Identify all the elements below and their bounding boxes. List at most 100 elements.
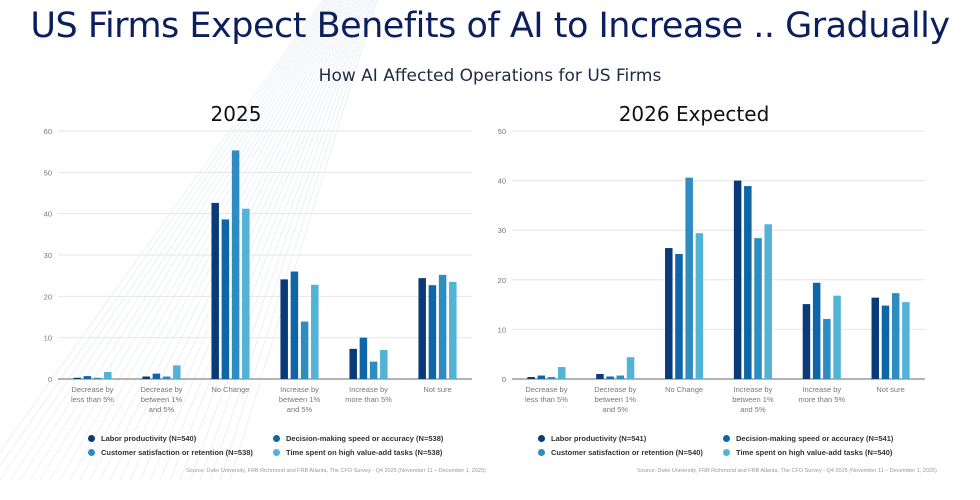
background-line <box>209 0 373 481</box>
bar[interactable]: Customer satisfaction or retention (N=54… <box>685 177 693 379</box>
background-line <box>0 0 328 481</box>
bar[interactable]: Decision-making speed or accuracy (N=541… <box>881 305 890 379</box>
x-category-label: more than 5% <box>798 395 845 404</box>
x-category-label: and 5% <box>603 405 629 414</box>
x-category-label: between 1% <box>279 395 321 404</box>
legend-label: Decision-making speed or accuracy (N=538… <box>286 434 444 443</box>
legend-swatch-icon <box>723 449 730 456</box>
x-category-label: less than 5% <box>525 395 568 404</box>
x-category-label: between 1% <box>595 395 637 404</box>
bar[interactable]: Time spent on high value-add tasks (N=54… <box>626 357 635 379</box>
bar[interactable]: Time spent on high value-add tasks (N=54… <box>764 224 772 379</box>
bar[interactable]: Decision-making speed or accuracy (N=538… <box>83 376 92 379</box>
bar[interactable]: Customer satisfaction or retention (N=53… <box>162 376 171 379</box>
legend-item[interactable]: Customer satisfaction or retention (N=54… <box>538 448 703 457</box>
slide-subtitle: How AI Affected Operations for US Firms <box>318 66 662 86</box>
source-note-2025: Source: Duke University, FRB Richmond an… <box>186 468 486 474</box>
bar[interactable]: Decision-making speed or accuracy (N=541… <box>606 376 614 379</box>
bar[interactable]: Labor productivity (N=541): 26.4 <box>665 248 673 379</box>
legend-swatch-icon <box>88 435 95 442</box>
bar[interactable]: Time spent on high value-add tasks (N=53… <box>449 281 457 379</box>
legend-item[interactable]: Labor productivity (N=541) <box>538 434 646 443</box>
bar[interactable]: Labor productivity (N=540): 24.1 <box>280 279 288 379</box>
bar[interactable]: Customer satisfaction or retention (N=53… <box>300 321 309 379</box>
bar[interactable]: Time spent on high value-add tasks (N=53… <box>173 365 181 379</box>
background-line <box>149 0 360 481</box>
bar[interactable]: Customer satisfaction or retention (N=54… <box>823 318 831 379</box>
bar[interactable]: Decision-making speed or accuracy (N=538… <box>290 271 299 379</box>
background-line <box>139 0 358 481</box>
x-category-label: less than 5% <box>71 395 114 404</box>
x-category-label: Decrease by <box>140 385 182 394</box>
bar[interactable]: Decision-making speed or accuracy (N=541… <box>812 282 821 379</box>
y-tick-label: 30 <box>498 226 506 235</box>
x-category-label: Increase by <box>349 385 388 394</box>
bar[interactable]: Decision-making speed or accuracy (N=538… <box>221 219 230 379</box>
bar[interactable]: Time spent on high value-add tasks (N=54… <box>557 367 566 379</box>
chart-title-2025: 2025 <box>210 102 262 126</box>
bar[interactable]: Labor productivity (N=541): 40 <box>733 180 742 379</box>
bar[interactable]: Decision-making speed or accuracy (N=541… <box>744 186 752 379</box>
bar[interactable]: Labor productivity (N=541): 1 <box>596 374 604 379</box>
background-line <box>169 0 365 481</box>
y-tick-label: 0 <box>48 375 52 384</box>
y-tick-label: 20 <box>498 276 506 285</box>
y-tick-label: 60 <box>44 127 52 136</box>
legend-item[interactable]: Time spent on high value-add tasks (N=54… <box>723 448 892 457</box>
legend-swatch-icon <box>273 449 280 456</box>
bar[interactable]: Decision-making speed or accuracy (N=541… <box>675 254 683 379</box>
bar[interactable]: Labor productivity (N=541): 15.1 <box>802 304 811 379</box>
bar[interactable]: Decision-making speed or accuracy (N=541… <box>537 375 546 379</box>
bar[interactable]: Customer satisfaction or retention (N=54… <box>891 293 900 379</box>
legend-item[interactable]: Decision-making speed or accuracy (N=538… <box>273 434 443 443</box>
bar[interactable]: Labor productivity (N=540): 24.4 <box>418 278 426 379</box>
y-tick-label: 10 <box>498 325 506 334</box>
legend-label: Time spent on high value-add tasks (N=53… <box>286 448 443 457</box>
legend-label: Customer satisfaction or retention (N=53… <box>101 448 253 457</box>
bar[interactable]: Time spent on high value-add tasks (N=53… <box>380 350 388 379</box>
x-category-label: Increase by <box>280 385 319 394</box>
legend-item[interactable]: Labor productivity (N=540) <box>88 434 196 443</box>
bar[interactable]: Decision-making speed or accuracy (N=538… <box>152 373 161 379</box>
background-line <box>199 0 371 481</box>
y-tick-label: 0 <box>502 375 506 384</box>
x-category-label: Not sure <box>423 385 451 394</box>
legend-item[interactable]: Decision-making speed or accuracy (N=541… <box>723 434 893 443</box>
bar[interactable]: Customer satisfaction or retention (N=54… <box>754 238 762 379</box>
y-tick-label: 40 <box>498 177 506 186</box>
bar[interactable]: Customer satisfaction or retention (N=54… <box>547 377 556 379</box>
y-tick-label: 50 <box>498 127 506 136</box>
legend-swatch-icon <box>88 449 95 456</box>
background-line <box>39 0 337 481</box>
background-line <box>69 0 343 481</box>
bar[interactable]: Customer satisfaction or retention (N=53… <box>369 361 378 379</box>
bar[interactable]: Customer satisfaction or retention (N=53… <box>93 377 102 379</box>
bar[interactable]: Time spent on high value-add tasks (N=54… <box>695 233 704 379</box>
background-line <box>89 0 347 481</box>
bar[interactable]: Customer satisfaction or retention (N=53… <box>438 274 447 379</box>
bar[interactable]: Time spent on high value-add tasks (N=54… <box>833 295 841 379</box>
legend-item[interactable]: Time spent on high value-add tasks (N=53… <box>273 448 442 457</box>
x-category-label: Decrease by <box>71 385 113 394</box>
bar[interactable]: Customer satisfaction or retention (N=54… <box>616 375 625 379</box>
bar[interactable]: Labor productivity (N=540): 42.6 <box>211 202 219 379</box>
bar[interactable]: Customer satisfaction or retention (N=53… <box>231 150 240 379</box>
bar[interactable]: Time spent on high value-add tasks (N=53… <box>104 371 112 379</box>
bar[interactable]: Time spent on high value-add tasks (N=53… <box>311 284 319 379</box>
legend-swatch-icon <box>538 449 545 456</box>
bar[interactable]: Labor productivity (N=540): 0.6 <box>142 376 150 379</box>
bar[interactable]: Labor productivity (N=540): 7.3 <box>349 348 357 379</box>
bar[interactable]: Labor productivity (N=540): 0.3 <box>73 377 81 379</box>
legend-swatch-icon <box>273 435 280 442</box>
bar[interactable]: Decision-making speed or accuracy (N=538… <box>359 337 368 379</box>
bar[interactable]: Labor productivity (N=541): 16.4 <box>871 297 880 379</box>
background-line <box>59 0 341 481</box>
x-category-label: Increase by <box>802 385 841 394</box>
x-category-label: between 1% <box>141 395 183 404</box>
bar[interactable]: Time spent on high value-add tasks (N=54… <box>902 302 910 379</box>
legend-item[interactable]: Customer satisfaction or retention (N=53… <box>88 448 253 457</box>
legend-swatch-icon <box>723 435 730 442</box>
bar[interactable]: Decision-making speed or accuracy (N=538… <box>428 285 437 379</box>
bar[interactable]: Time spent on high value-add tasks (N=53… <box>242 208 250 379</box>
bar[interactable]: Labor productivity (N=541): 0.4 <box>527 377 535 379</box>
